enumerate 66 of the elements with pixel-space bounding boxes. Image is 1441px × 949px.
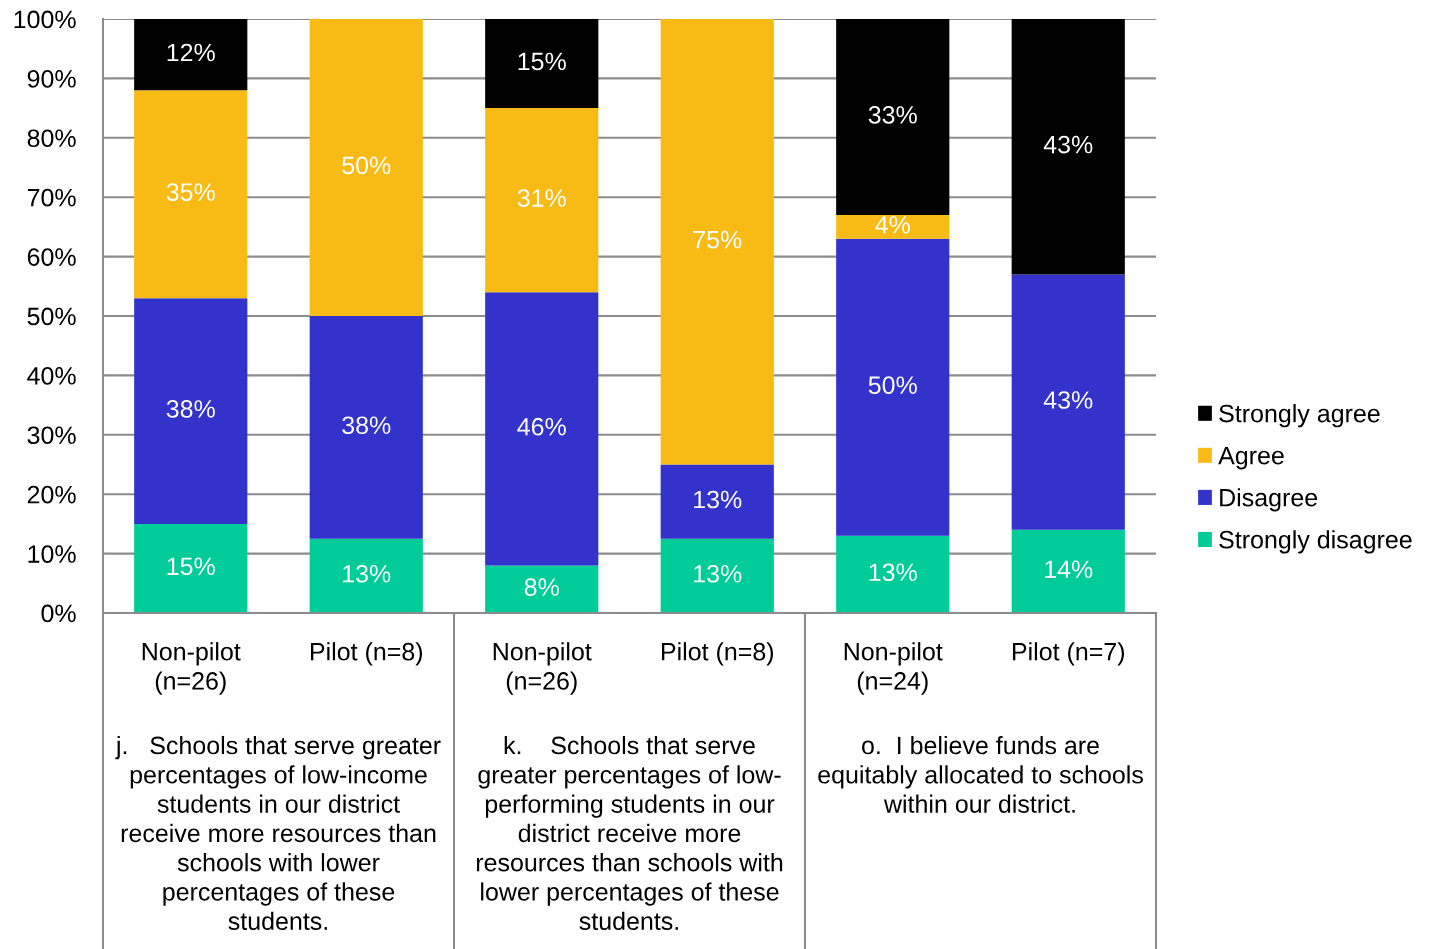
legend-label: Disagree xyxy=(1220,488,1318,512)
y-tick-label: 80% xyxy=(27,129,76,148)
y-tick-label: 30% xyxy=(27,426,76,445)
bar xyxy=(485,565,599,613)
x-tick-label: Pilot (n=8) xyxy=(310,642,423,666)
text: j. Schools that serve greater percentages of low-income students in our district receive more resources than schools with lower percentages of these students. xyxy=(115,735,441,931)
data-label: 13% xyxy=(694,490,742,509)
bar xyxy=(1011,274,1125,530)
text: o. I believe funds are equitably allocated to schools within our district. xyxy=(818,735,1143,813)
bar xyxy=(485,108,599,293)
data-label: 35% xyxy=(166,183,215,201)
data-label: 50% xyxy=(342,156,391,175)
bar xyxy=(660,464,774,539)
legend-label: Strongly agree xyxy=(1219,404,1380,428)
legend-label: Strongly disagree xyxy=(1219,530,1412,554)
bar xyxy=(485,19,599,109)
x-tick-label: Non-pilot (n=26) xyxy=(142,642,241,695)
bar xyxy=(134,298,248,524)
y-tick-label: 0% xyxy=(41,604,76,623)
y-tick-label: 20% xyxy=(27,485,76,504)
bar xyxy=(660,538,774,613)
bar xyxy=(836,215,950,239)
bar xyxy=(1011,19,1125,275)
x-tick-label: Non-pilot (n=26) xyxy=(493,642,592,695)
data-label: 75% xyxy=(693,230,742,249)
bar xyxy=(836,19,950,216)
legend-label: Agree xyxy=(1218,446,1284,470)
bar xyxy=(485,292,599,566)
bar xyxy=(836,535,950,613)
bar xyxy=(660,19,774,465)
data-label: 38% xyxy=(342,416,391,435)
bar xyxy=(1011,529,1125,613)
data-label: 12% xyxy=(167,43,215,62)
x-tick-label: Non-pilot (n=24) xyxy=(844,642,943,695)
bar xyxy=(309,19,423,316)
data-label: 31% xyxy=(517,189,566,207)
data-label: 43% xyxy=(1043,391,1093,409)
data-label: 8% xyxy=(524,578,559,596)
data-label: 13% xyxy=(869,563,917,582)
text: k. Schools that serve greater percentages of low- performing students in our district receive more resources than schools with lower percentages of these students. xyxy=(476,735,783,931)
bar xyxy=(836,238,950,536)
x-tick-label: Pilot (n=7) xyxy=(1012,642,1125,666)
y-tick-label: 100% xyxy=(14,10,76,29)
y-tick-label: 60% xyxy=(27,248,76,266)
y-tick-label: 50% xyxy=(27,307,76,326)
data-label: 13% xyxy=(343,564,391,583)
data-label: 46% xyxy=(517,417,566,436)
data-label: 14% xyxy=(1045,560,1093,579)
bar xyxy=(309,538,423,613)
y-tick-label: 70% xyxy=(27,188,76,207)
data-label: 15% xyxy=(518,52,566,71)
data-label: 33% xyxy=(868,106,917,124)
data-label: 43% xyxy=(1043,135,1093,154)
data-label: 4% xyxy=(875,216,910,234)
bar xyxy=(134,19,248,91)
x-tick-label: Pilot (n=8) xyxy=(661,642,774,666)
data-label: 13% xyxy=(694,564,742,583)
y-tick-label: 10% xyxy=(28,545,76,563)
y-tick-label: 40% xyxy=(27,367,76,385)
data-label: 50% xyxy=(868,376,917,394)
y-tick-label: 90% xyxy=(27,70,76,88)
bar xyxy=(309,316,423,539)
bar xyxy=(134,523,248,613)
bar xyxy=(134,90,248,299)
data-label: 38% xyxy=(166,400,215,418)
data-label: 15% xyxy=(167,557,215,576)
